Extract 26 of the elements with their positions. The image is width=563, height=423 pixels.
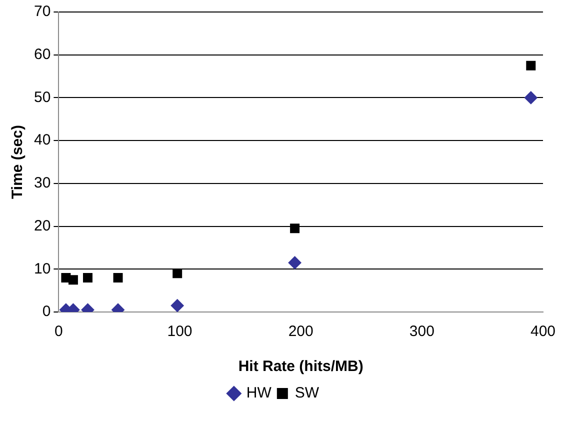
- y-tick-label: 20: [34, 217, 51, 234]
- point: [170, 299, 184, 312]
- x-tick-label: 400: [530, 323, 556, 340]
- y-axis-title: Time (sec): [9, 125, 26, 199]
- x-tick-label: 200: [288, 323, 314, 340]
- x-tick-label: 300: [409, 323, 434, 340]
- legend-label: SW: [294, 384, 320, 402]
- point: [68, 275, 78, 285]
- y-tick-label: 40: [34, 132, 51, 149]
- point: [113, 272, 123, 282]
- point: [172, 268, 182, 278]
- x-axis-title: Hit Rate (hits/MB): [238, 358, 364, 376]
- legend-label: HW: [246, 384, 272, 402]
- y-tick-label: 10: [34, 260, 51, 278]
- y-tick-label: 60: [34, 46, 51, 63]
- point: [526, 60, 536, 70]
- y-tick-label: 70: [34, 3, 51, 20]
- x-tick-label: 100: [167, 323, 192, 340]
- point: [524, 91, 538, 104]
- point: [83, 272, 92, 282]
- y-tick-label: 50: [34, 88, 51, 106]
- y-tick-label: 0: [42, 303, 51, 320]
- point: [290, 224, 300, 234]
- x-tick-label: 0: [54, 323, 63, 340]
- point: [288, 256, 302, 270]
- y-tick-label: 30: [34, 174, 51, 192]
